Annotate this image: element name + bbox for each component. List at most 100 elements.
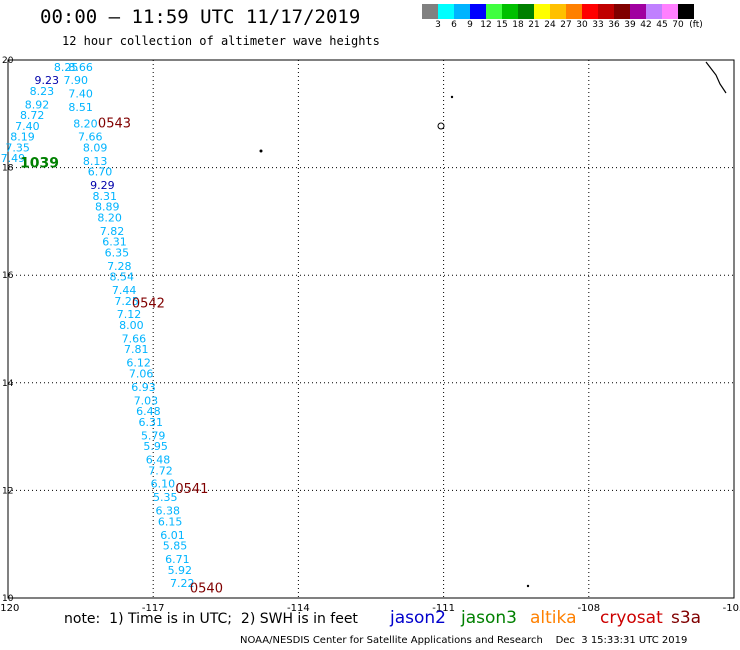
legend-swatch	[630, 4, 646, 19]
legend-label: 45	[656, 20, 668, 30]
wave-height-value: 7.44	[112, 284, 137, 297]
legend-label: 30	[576, 20, 588, 30]
latitude-tick-label: 12	[2, 486, 13, 496]
wave-height-value: 5.92	[168, 564, 193, 577]
wave-height-value: 7.90	[64, 74, 89, 87]
wave-height-value: 8.72	[20, 109, 45, 122]
wave-height-value: 6.01	[160, 529, 185, 542]
wave-height-value: 7.72	[148, 464, 173, 477]
legend-swatch	[614, 4, 630, 19]
wave-height-value: 7.66	[78, 131, 103, 144]
latitude-tick-label: 14	[2, 379, 14, 389]
satellite-label-s3a: s3a	[671, 608, 702, 628]
wave-height-value: 7.25	[114, 295, 139, 308]
longitude-tick-label: -117	[142, 603, 165, 614]
wave-height-value: 8.19	[10, 131, 35, 144]
satellite-label-jason2: jason2	[390, 608, 446, 628]
wave-height-value: 6.31	[139, 416, 164, 429]
wave-height-value: 7.12	[117, 308, 142, 321]
wave-height-value: 8.54	[109, 271, 134, 284]
latitude-tick-label: 16	[2, 271, 14, 281]
legend-label: 6	[451, 20, 457, 30]
wave-height-value: 6.31	[102, 236, 127, 249]
coastline	[705, 61, 727, 94]
wave-height-value: 6.71	[165, 553, 190, 566]
wave-height-value: 6.35	[105, 246, 130, 259]
wave-height-value: 6.70	[88, 166, 113, 179]
wave-height-value: 7.40	[15, 120, 40, 133]
wave-height-value: 8.66	[68, 61, 93, 74]
legend-label: 3	[435, 20, 441, 30]
legend-label: 39	[624, 20, 636, 30]
legend-swatch	[502, 4, 518, 19]
wave-height-value: 8.25	[54, 61, 79, 74]
pass-time-label: 0540	[190, 582, 223, 597]
wave-height-value: 7.06	[129, 367, 154, 380]
legend-swatch	[646, 4, 662, 19]
wave-height-value: 8.09	[83, 141, 108, 154]
pass-time-label: 0543	[98, 116, 131, 131]
legend-swatch	[598, 4, 614, 19]
legend-label: 15	[496, 20, 508, 30]
wave-height-value: 7.49	[1, 152, 26, 165]
legend-swatch	[518, 4, 534, 19]
legend-label: 18	[512, 20, 524, 30]
legend-swatch	[486, 4, 502, 19]
wave-height-value: 8.20	[97, 211, 122, 224]
satellite-label-jason3: jason3	[461, 608, 517, 628]
legend-label: 36	[608, 20, 620, 30]
map-subtitle: 12 hour collection of altimeter wave hei…	[62, 34, 380, 48]
latitude-tick-label: 18	[2, 164, 14, 174]
wave-height-value: 6.93	[131, 381, 156, 394]
satellite-label-cryosat: cryosat	[600, 608, 663, 628]
longitude-tick-label: -108	[577, 603, 600, 614]
wave-height-value: 8.13	[83, 155, 108, 168]
satellite-label-altika: altika	[530, 608, 577, 628]
legend-swatches	[422, 4, 724, 19]
wave-height-value: 9.23	[34, 74, 59, 87]
latitude-tick-label: 10	[2, 594, 14, 604]
wave-height-value: 5.85	[163, 540, 188, 553]
wave-height-value: 8.00	[119, 319, 144, 332]
wave-height-value: 7.22	[170, 577, 195, 590]
legend-swatch	[678, 4, 694, 19]
wave-height-value: 8.31	[93, 190, 118, 203]
pass-time-label: 0541	[175, 482, 208, 497]
wave-height-value: 6.48	[136, 405, 161, 418]
legend-swatch	[454, 4, 470, 19]
wave-height-value: 5.35	[153, 491, 178, 504]
wave-height-value: 7.82	[100, 225, 125, 238]
wave-height-value: 5.95	[143, 440, 168, 453]
legend-swatch	[470, 4, 486, 19]
map-frame	[7, 59, 735, 599]
wave-height-value: 7.66	[122, 332, 147, 345]
wave-height-value: 6.12	[126, 357, 151, 370]
legend-label: 70	[672, 20, 684, 30]
wave-height-color-legend: 3 6 9 12 15 18 21 24 27 30 33 36 39 42 45 70 (ft)	[422, 4, 724, 33]
legend-labels: 3 6 9 12 15 18 21 24 27 30 33 36 39 42 45 70 (ft)	[422, 19, 724, 33]
longitude-tick-label: -105	[723, 603, 740, 614]
latitude-tick-label: 20	[2, 56, 14, 66]
wave-height-value: 9.29	[90, 179, 115, 192]
wave-height-value: 6.15	[158, 515, 183, 528]
wave-height-value: 8.51	[68, 101, 93, 114]
legend-label: 42	[640, 20, 652, 30]
legend-label: 27	[560, 20, 572, 30]
longitude-tick-label: -120	[0, 603, 19, 614]
legend-swatch	[534, 4, 550, 19]
legend-swatch	[662, 4, 678, 19]
legend-label: 24	[544, 20, 556, 30]
wave-height-value: 7.03	[134, 394, 159, 407]
legend-swatch	[422, 4, 438, 19]
wave-height-value: 5.79	[141, 429, 166, 442]
legend-swatch	[438, 4, 454, 19]
legend-unit: (ft)	[689, 20, 703, 30]
wave-height-value: 8.20	[73, 117, 98, 130]
wave-height-value: 6.48	[146, 454, 171, 467]
longitude-tick-label: -111	[432, 603, 455, 614]
legend-label: 21	[528, 20, 540, 30]
island-shape	[450, 95, 454, 99]
pass-time-label: 0542	[132, 296, 165, 311]
map-title: 00:00 – 11:59 UTC 11/17/2019	[40, 6, 361, 28]
